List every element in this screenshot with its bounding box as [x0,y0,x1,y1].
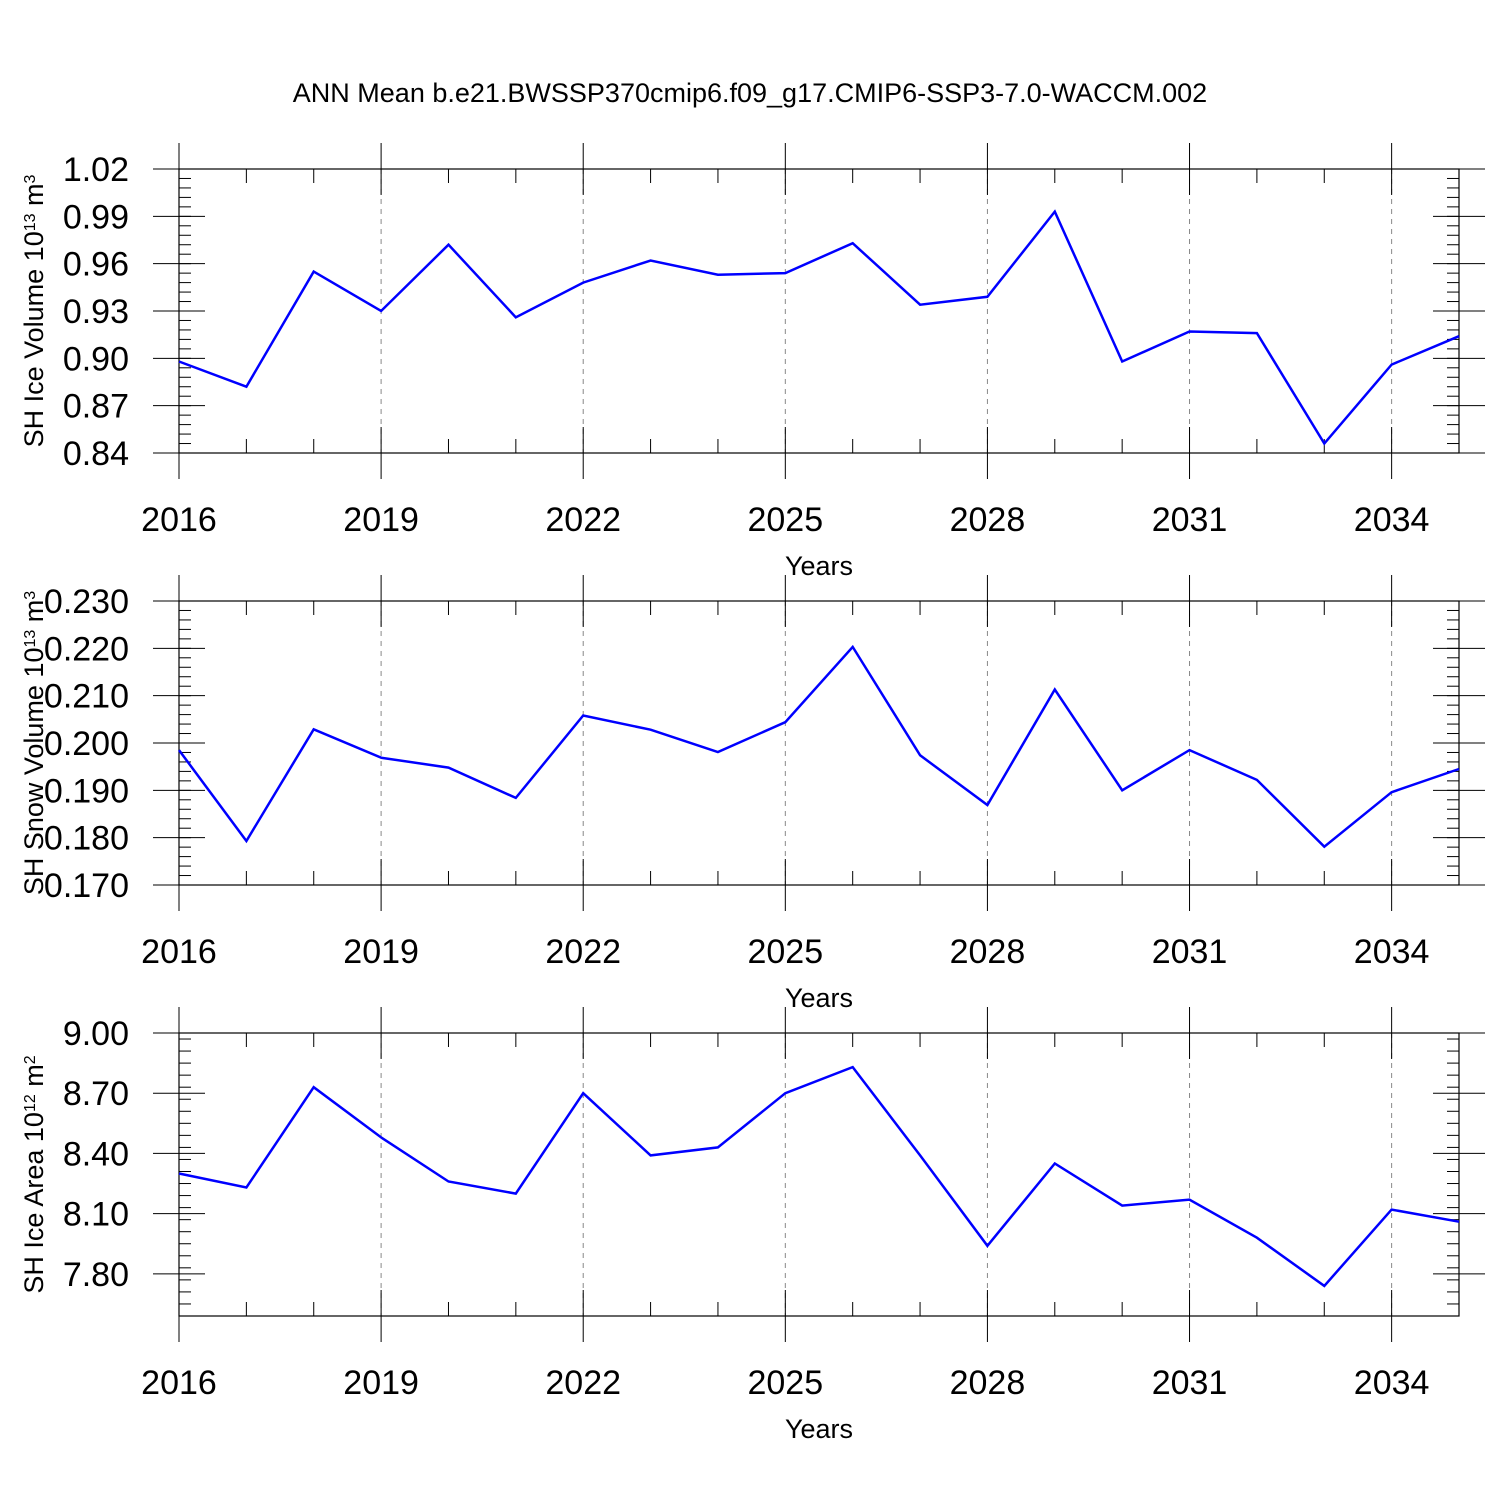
plot-frame [178,1032,1460,1317]
x-tick-label: 2028 [950,501,1026,539]
x-axis-title: Years [785,1414,853,1444]
y-tick-label: 9.00 [63,1015,129,1053]
y-tick-label: 0.200 [44,725,129,763]
plot-frame [178,168,1460,454]
x-tick-label: 2034 [1354,501,1430,539]
y-tick-label: 8.40 [63,1135,129,1173]
x-tick-label: 2019 [343,501,419,539]
x-tick-label: 2031 [1152,501,1228,539]
y-axis-title: SH Ice Volume 1013 m3 [19,174,49,447]
x-tick-label: 2022 [545,933,621,971]
plot-frame [178,600,1460,886]
y-tick-label: 0.84 [63,435,129,473]
y-axis-title: SH Snow Volume 1013 m3 [19,591,49,895]
y-axis-title-part: SH Ice Area 10 [19,1112,49,1294]
x-tick-label: 2016 [141,501,217,539]
x-tick-label: 2016 [141,1364,217,1402]
y-tick-label: 8.10 [63,1196,129,1234]
x-tick-label: 2022 [545,501,621,539]
x-tick-label: 2025 [747,933,823,971]
panel-3: 2016 2019 2022 2025 2028 2031 2034 7.80 8.10 8.40… [19,1007,1485,1444]
x-tick-label: 2019 [343,1364,419,1402]
y-tick-label: 0.99 [63,198,129,236]
panel-1: 2016 2019 2022 2025 2028 2031 2034 0.84 0.87 0.90… [19,143,1485,581]
x-tick-label: 2034 [1354,933,1430,971]
y-tick-label: 0.190 [44,772,129,810]
x-tick-label: 2028 [950,1364,1026,1402]
x-tick-label: 2034 [1354,1364,1430,1402]
y-axis-title-part: m [19,1064,49,1094]
y-tick-label: 7.80 [63,1256,129,1294]
y-axis-title-sup: 12 [22,1094,39,1112]
x-tick-label: 2022 [545,1364,621,1402]
x-tick-label: 2025 [747,501,823,539]
y-tick-label: 0.90 [63,340,129,378]
series-line [177,644,1460,849]
y-axis-title-sup: 2 [22,1055,39,1064]
y-tick-label: 0.93 [63,293,129,331]
y-axis-title: SH Ice Area 1012 m2 [19,1055,49,1293]
y-axis-title-sup: 3 [22,591,39,600]
series-line [178,1065,1460,1288]
y-tick-label: 0.180 [44,820,129,858]
x-axis-title: Years [785,551,853,581]
x-tick-label: 2019 [343,933,419,971]
x-axis-title: Years [785,983,853,1013]
x-tick-label: 2031 [1152,1364,1228,1402]
x-tick-label: 2025 [747,1364,823,1402]
page-title: ANN Mean b.e21.BWSSP370cmip6.f09_g17.CMI… [292,78,1208,108]
panel-2: 2016 2019 2022 2025 2028 2031 2034 0.170 0.180 0.… [19,575,1485,1013]
y-tick-label: 0.87 [63,388,129,426]
x-tick-label: 2031 [1152,933,1228,971]
y-tick-label: 0.210 [44,678,129,716]
y-tick-label: 1.02 [63,151,129,189]
y-tick-label: 0.170 [44,867,129,905]
y-axis-title-sup: 13 [22,630,39,648]
y-axis-title-part: m [19,183,49,213]
y-tick-label: 0.220 [44,630,129,668]
y-axis-title-sup: 13 [22,213,39,231]
y-tick-label: 0.230 [44,583,129,621]
y-tick-label: 0.96 [63,246,129,284]
x-tick-label: 2016 [141,933,217,971]
series-line [178,209,1460,446]
y-axis-title-part: SH Snow Volume 10 [19,648,49,896]
y-axis-title-part: m [19,600,49,630]
y-tick-label: 8.70 [63,1075,129,1113]
y-axis-title-sup: 3 [22,174,39,183]
y-axis-title-part: SH Ice Volume 10 [19,231,49,447]
x-tick-label: 2028 [950,933,1026,971]
